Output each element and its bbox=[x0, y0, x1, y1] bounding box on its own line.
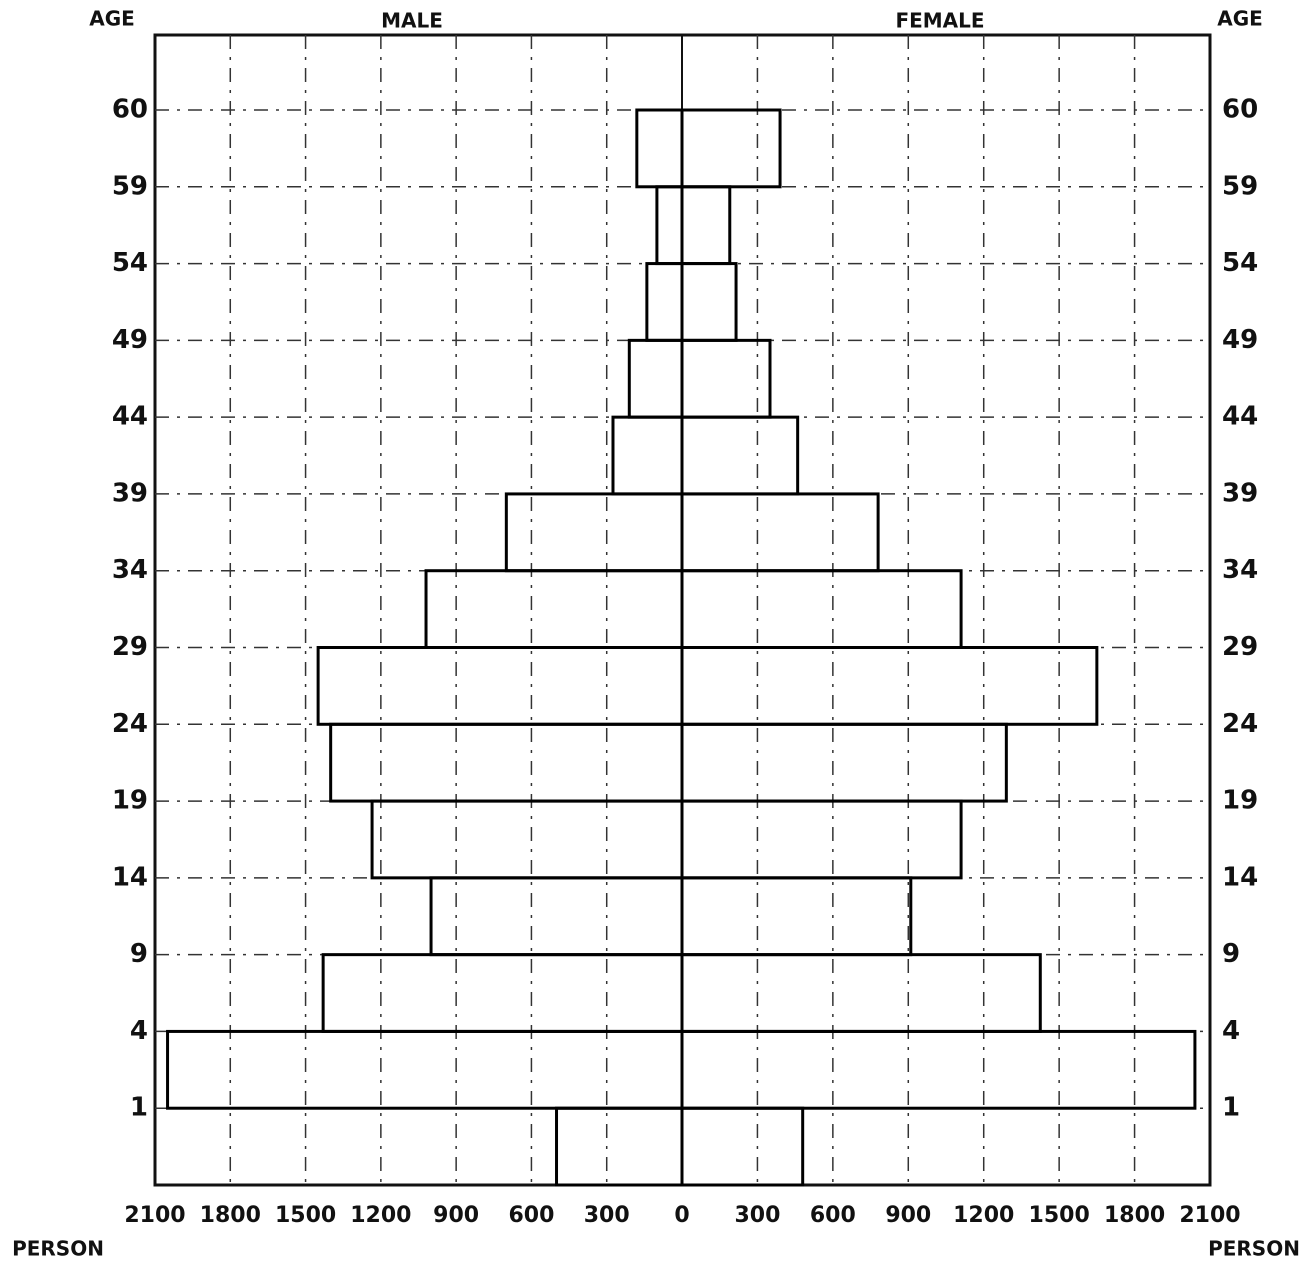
age-label: 9 bbox=[1222, 939, 1240, 969]
age-label: 59 bbox=[1222, 171, 1258, 201]
bar bbox=[645, 262, 684, 342]
age-label: 24 bbox=[112, 709, 148, 739]
male-header: MALE bbox=[381, 9, 443, 33]
bar bbox=[680, 1106, 805, 1187]
x-tick-label: 2100 bbox=[1179, 1203, 1240, 1228]
x-tick-label: 300 bbox=[584, 1203, 630, 1228]
bar bbox=[611, 415, 684, 496]
bar bbox=[680, 262, 738, 342]
age-label: 29 bbox=[112, 632, 148, 662]
x-tick-label: 1800 bbox=[1104, 1203, 1165, 1228]
age-label: 14 bbox=[1222, 862, 1258, 892]
age-label: 4 bbox=[130, 1016, 148, 1046]
bar bbox=[680, 953, 1042, 1033]
bar bbox=[655, 185, 684, 266]
y-axis-label: AGE bbox=[1217, 7, 1263, 31]
age-label: 54 bbox=[112, 248, 148, 278]
bar bbox=[429, 876, 684, 957]
age-label: 29 bbox=[1222, 632, 1258, 662]
bar bbox=[680, 569, 963, 650]
age-label: 49 bbox=[1222, 325, 1258, 355]
age-label: 59 bbox=[112, 171, 148, 201]
female-header: FEMALE bbox=[895, 9, 984, 33]
age-label: 14 bbox=[112, 862, 148, 892]
bar bbox=[635, 108, 684, 189]
bar bbox=[370, 799, 684, 880]
bar bbox=[680, 646, 1099, 726]
x-tick-label: 0 bbox=[674, 1203, 689, 1228]
bar bbox=[627, 338, 684, 419]
x-tick-label: 1500 bbox=[275, 1203, 336, 1228]
age-label: 49 bbox=[112, 325, 148, 355]
bar bbox=[680, 108, 782, 189]
x-tick-label: 900 bbox=[885, 1203, 931, 1228]
bar bbox=[166, 1029, 684, 1110]
x-tick-label: 300 bbox=[734, 1203, 780, 1228]
x-tick-label: 1200 bbox=[350, 1203, 411, 1228]
x-axis-label: PERSON bbox=[1208, 1237, 1300, 1261]
x-tick-label: 600 bbox=[508, 1203, 554, 1228]
bar bbox=[504, 492, 684, 573]
bar bbox=[329, 722, 684, 803]
bar bbox=[424, 569, 684, 650]
bar bbox=[680, 185, 732, 266]
age-label: 44 bbox=[112, 402, 148, 432]
x-tick-label: 1800 bbox=[200, 1203, 261, 1228]
bar bbox=[316, 646, 684, 726]
age-label: 60 bbox=[112, 95, 148, 125]
age-label: 1 bbox=[1222, 1093, 1240, 1123]
bar bbox=[680, 799, 963, 880]
age-label: 34 bbox=[1222, 555, 1258, 585]
bar bbox=[680, 492, 880, 573]
bar bbox=[680, 722, 1008, 803]
age-label: 9 bbox=[130, 939, 148, 969]
age-label: 19 bbox=[1222, 786, 1258, 816]
age-label: 39 bbox=[1222, 478, 1258, 508]
x-tick-label: 600 bbox=[810, 1203, 856, 1228]
age-label: 54 bbox=[1222, 248, 1258, 278]
age-label: 1 bbox=[130, 1093, 148, 1123]
age-label: 24 bbox=[1222, 709, 1258, 739]
bar bbox=[555, 1106, 684, 1187]
x-tick-label: 2100 bbox=[124, 1203, 185, 1228]
x-tick-label: 1200 bbox=[953, 1203, 1014, 1228]
age-label: 60 bbox=[1222, 95, 1258, 125]
bar bbox=[321, 953, 684, 1033]
age-label: 19 bbox=[112, 786, 148, 816]
bar bbox=[680, 1029, 1197, 1110]
age-label: 4 bbox=[1222, 1016, 1240, 1046]
age-label: 34 bbox=[112, 555, 148, 585]
y-axis-label: AGE bbox=[89, 7, 135, 31]
x-tick-label: 900 bbox=[433, 1203, 479, 1228]
x-tick-label: 1500 bbox=[1029, 1203, 1090, 1228]
age-label: 44 bbox=[1222, 402, 1258, 432]
age-label: 39 bbox=[112, 478, 148, 508]
bar bbox=[680, 415, 800, 496]
x-axis-label: PERSON bbox=[12, 1237, 104, 1261]
bar bbox=[680, 876, 913, 957]
